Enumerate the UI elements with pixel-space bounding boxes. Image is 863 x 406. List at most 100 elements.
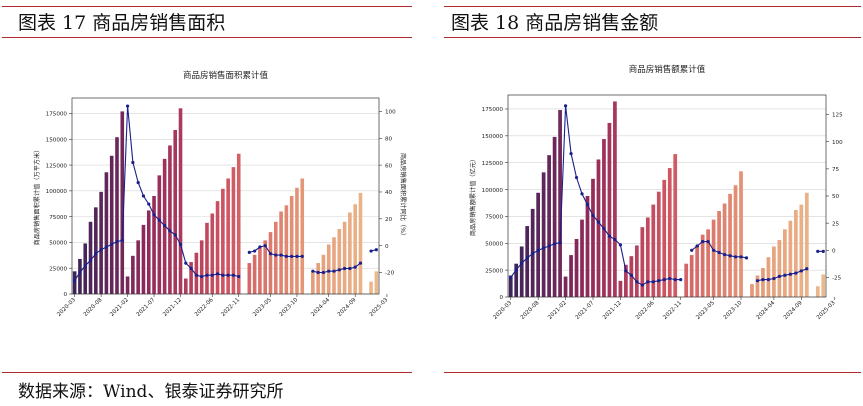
yoy-point (525, 256, 529, 260)
y-tick-label: 100000 (482, 188, 504, 194)
bar (221, 188, 225, 294)
yoy-point (585, 203, 590, 207)
bar (711, 219, 716, 297)
y-axis-label: 商品房销售额累计值（亿元） (469, 156, 477, 236)
plot-frame (507, 94, 827, 298)
yoy-point (739, 255, 743, 259)
bar (300, 178, 305, 294)
yoy-point (668, 276, 672, 281)
x-tick-label: 2023-10 (279, 297, 300, 318)
x-tick-label: 2025-03 (369, 297, 390, 318)
bar (706, 229, 710, 297)
yoy-point (690, 248, 694, 252)
yoy-point (629, 273, 633, 277)
bar (607, 122, 612, 297)
bar (591, 178, 595, 297)
x-tick-label: 2024-04 (310, 297, 331, 318)
bar (656, 191, 661, 297)
x-tick-label: 2021-12 (162, 297, 183, 318)
bar (519, 246, 524, 297)
yoy-line (510, 105, 681, 286)
yoy-point (268, 252, 273, 256)
bar (755, 275, 760, 297)
yoy-point (184, 261, 188, 265)
yoy-point (558, 241, 562, 245)
yoy-point (761, 278, 765, 282)
bar (146, 210, 151, 294)
bar (342, 221, 347, 294)
bar (247, 263, 252, 294)
x-tick-label: 2020-03 (56, 297, 77, 318)
yoy-point (816, 249, 820, 253)
bar (83, 243, 88, 294)
yoy-point (722, 253, 727, 257)
bar (284, 205, 289, 294)
yoy-point (821, 249, 825, 253)
yoy-point (194, 273, 198, 277)
sales-value-chart-panel: 商品房销售额累计值 0 25000 50000 75000 100000 125000 150… (455, 44, 855, 344)
y-tick-label: 50000 (49, 241, 67, 247)
yoy-point (358, 261, 363, 265)
yoy-point (215, 272, 220, 276)
yoy-point (717, 250, 721, 255)
bar (662, 179, 667, 297)
bar (667, 168, 672, 297)
chart-title: 商品房销售额累计值 (629, 64, 706, 75)
bar (508, 275, 513, 297)
y-tick-label: 175000 (482, 107, 504, 113)
y2-tick-label: 100 (385, 110, 396, 116)
yoy-point (131, 160, 135, 165)
yoy-point (640, 283, 644, 287)
right-caption-rule (444, 37, 861, 38)
bar (793, 209, 798, 297)
bar (189, 262, 193, 294)
yoy-point (295, 254, 299, 259)
yoy-line (74, 106, 239, 281)
x-tick-label: 2024-09 (337, 297, 358, 318)
yoy-point (210, 273, 214, 277)
yoy-point (253, 249, 257, 253)
bar (799, 204, 804, 297)
y2-tick-label: 20 (385, 217, 393, 223)
yoy-point (618, 243, 622, 247)
sales-value-chart: 商品房销售额累计值 0 25000 50000 75000 100000 125000 150… (469, 64, 843, 321)
yoy-point (701, 240, 705, 244)
bar (263, 240, 267, 294)
yoy-point (712, 248, 716, 252)
left-caption-rule (2, 37, 412, 38)
yoy-point (509, 275, 513, 280)
bar (173, 129, 178, 294)
plot-frame (71, 97, 380, 295)
yoy-point (178, 242, 183, 246)
yoy-point (348, 266, 352, 271)
sales-area-chart: 商品房销售面积累计值 0 25000 50000 75000 100000 125000 15… (33, 70, 407, 318)
y-tick-label: 100000 (46, 189, 68, 195)
bar (700, 234, 705, 297)
x-tick-label: 2020-03 (492, 300, 513, 321)
bar (618, 280, 623, 297)
yoy-point (536, 248, 540, 252)
x-tick-label: 2024-09 (783, 300, 804, 321)
yoy-point (805, 267, 809, 271)
yoy-point (300, 254, 304, 259)
bar (580, 219, 584, 297)
y-tick-label: 75000 (485, 215, 503, 221)
yoy-point (274, 253, 278, 257)
y2-tick-label: 0 (385, 244, 389, 250)
bar (136, 240, 140, 294)
right-figure-caption: 图表 18 商品房销售金额 (451, 12, 659, 34)
yoy-point (531, 251, 535, 256)
yoy-point (290, 254, 294, 259)
yoy-point (231, 273, 236, 277)
yoy-point (733, 255, 738, 259)
yoy-point (78, 270, 82, 275)
yoy-point (374, 248, 378, 252)
yoy-point (173, 233, 177, 237)
y-tick-label: 125000 (46, 163, 68, 169)
bar (72, 271, 77, 294)
yoy-point (316, 270, 320, 275)
yoy-point (695, 244, 699, 248)
bar (326, 244, 331, 294)
yoy-point (788, 272, 792, 276)
bar (651, 204, 656, 297)
